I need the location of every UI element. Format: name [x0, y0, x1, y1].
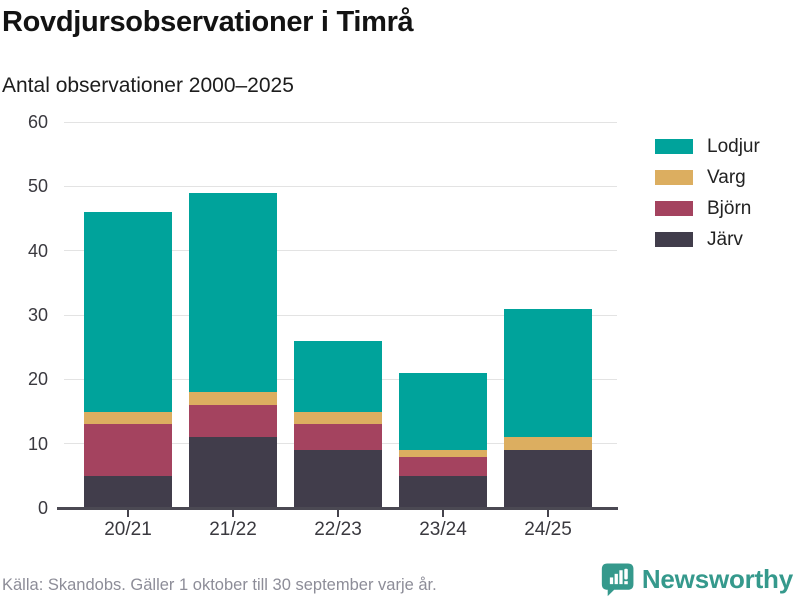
x-tick-label: 23/24	[419, 519, 467, 540]
newsworthy-logo[interactable]: Newsworthy	[601, 562, 793, 597]
legend-item: Björn	[655, 198, 760, 219]
x-tick-mark	[232, 510, 234, 517]
y-tick-label: 50	[27, 176, 48, 197]
y-tick-label: 0	[37, 498, 48, 518]
x-tick-mark	[547, 510, 549, 517]
chart-legend: Lodjur Varg Björn Järv	[655, 136, 760, 263]
legend-label: Björn	[707, 198, 752, 219]
bar-segment-lodjur	[399, 372, 487, 451]
bar-segment-varg	[84, 411, 172, 425]
bar-segment-jrv	[294, 450, 382, 508]
x-tick-label: 24/25	[524, 519, 572, 540]
bar-segment-varg	[504, 437, 592, 451]
legend-label: Järv	[707, 229, 743, 250]
x-axis-line	[57, 507, 618, 510]
plot-area	[64, 121, 617, 508]
legend-label: Varg	[707, 167, 746, 188]
legend-swatch	[655, 139, 693, 154]
x-tick-mark	[127, 510, 129, 517]
page-title: Rovdjursobservationer i Timrå	[2, 6, 414, 38]
bar-segment-lodjur	[294, 340, 382, 412]
gridline	[64, 314, 617, 316]
legend-swatch	[655, 170, 693, 185]
bar-segment-varg	[189, 392, 277, 406]
gridline	[64, 185, 617, 187]
x-tick-label: 22/23	[314, 519, 362, 540]
legend-swatch	[655, 232, 693, 247]
bar-segment-lodjur	[504, 308, 592, 438]
source-note: Källa: Skandobs. Gäller 1 oktober till 3…	[2, 576, 437, 594]
bar-segment-bjrn	[84, 424, 172, 476]
bar-segment-lodjur	[189, 192, 277, 393]
legend-item: Varg	[655, 167, 760, 188]
bar-segment-jrv	[504, 450, 592, 508]
bar-segment-varg	[399, 450, 487, 457]
y-tick-label: 10	[27, 433, 48, 454]
bar-segment-lodjur	[84, 212, 172, 412]
gridline	[64, 250, 617, 252]
newsworthy-bubble-chart-icon	[601, 563, 634, 597]
legend-label: Lodjur	[707, 136, 760, 157]
legend-swatch	[655, 201, 693, 216]
newsworthy-logo-text: Newsworthy	[641, 564, 793, 594]
x-tick-label: 21/22	[209, 519, 257, 540]
y-tick-label: 60	[27, 112, 48, 132]
bar-segment-jrv	[399, 475, 487, 508]
chart-subtitle: Antal observationer 2000–2025	[2, 74, 294, 97]
legend-item: Järv	[655, 229, 760, 250]
bar-segment-bjrn	[399, 456, 487, 476]
bar-segment-bjrn	[189, 405, 277, 438]
x-tick-mark	[337, 510, 339, 517]
bar-segment-bjrn	[294, 424, 382, 451]
gridline	[64, 121, 617, 123]
bar-segment-jrv	[189, 437, 277, 508]
y-tick-label: 30	[27, 305, 48, 325]
y-tick-label: 40	[27, 240, 48, 261]
bar-segment-jrv	[84, 475, 172, 508]
bar-segment-varg	[294, 411, 382, 425]
x-tick-label: 20/21	[104, 519, 152, 540]
legend-item: Lodjur	[655, 136, 760, 157]
y-tick-label: 20	[27, 369, 48, 390]
x-tick-mark	[442, 510, 444, 517]
